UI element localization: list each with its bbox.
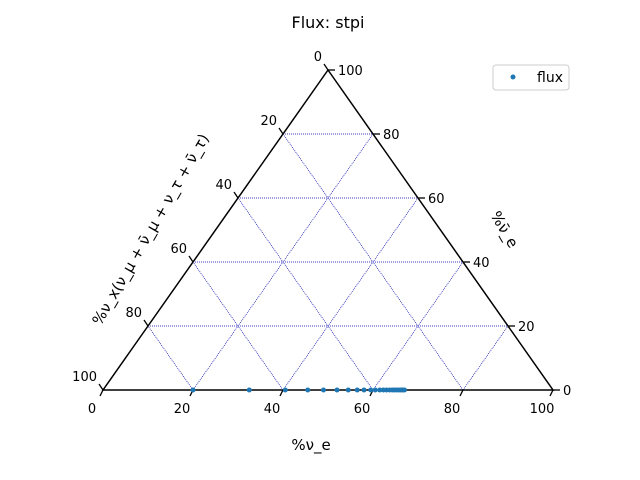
data-point-flux-10 <box>372 387 378 393</box>
right-tick-label-100: 100 <box>338 64 363 79</box>
grid-line-nu-x-40 <box>237 197 374 391</box>
grid-line-nu-e-40 <box>282 197 419 391</box>
right-tick-label-80: 80 <box>383 128 400 143</box>
left-tick-mark-80 <box>143 319 149 327</box>
bottom-tick-label-100: 100 <box>530 402 555 417</box>
data-points <box>190 387 407 393</box>
triangle-edges <box>101 68 555 391</box>
grid-line-nu-x-80 <box>147 325 194 391</box>
left-tick-label-60: 60 <box>170 242 187 257</box>
data-point-flux-9 <box>368 387 374 393</box>
data-point-flux-11 <box>377 387 383 393</box>
data-point-flux-4 <box>321 387 326 393</box>
right-tick-label-0: 0 <box>563 384 571 399</box>
bottom-tick-label-40: 40 <box>264 402 281 417</box>
bottom-tick-label-60: 60 <box>354 402 371 417</box>
right-axis-label: %ν̄_e <box>486 208 522 252</box>
left-tick-mark-0 <box>323 63 329 71</box>
grid-line-nu-e-60 <box>372 261 464 391</box>
bottom-tick-label-20: 20 <box>174 402 191 417</box>
right-tick-label-20: 20 <box>518 320 535 335</box>
left-axis-label: %ν_x(ν_μ + ν̄_μ + ν_τ + ν̄_τ) <box>88 131 213 329</box>
grid-line-nu-x-60 <box>192 261 284 391</box>
data-point-flux-1 <box>246 387 252 393</box>
left-tick-mark-100 <box>98 383 104 391</box>
left-tick-mark-40 <box>233 191 239 199</box>
bottom-tick-mark-100 <box>549 389 554 397</box>
bottom-tick-mark-40 <box>279 389 284 397</box>
left-tick-label-0: 0 <box>314 50 322 65</box>
legend-marker <box>510 74 516 80</box>
bottom-tick-mark-80 <box>459 389 464 397</box>
grid-lines <box>147 133 509 391</box>
left-tick-label-40: 40 <box>215 178 232 193</box>
data-point-flux-0 <box>190 387 196 393</box>
bottom-tick-mark-0 <box>99 389 104 397</box>
bottom-axis-label: %ν_e <box>291 436 330 455</box>
left-tick-label-100: 100 <box>72 370 97 385</box>
right-tick-label-60: 60 <box>428 192 445 207</box>
left-tick-mark-60 <box>188 255 194 263</box>
legend-box <box>492 64 570 91</box>
data-point-flux-8 <box>361 387 367 393</box>
legend: flux <box>492 64 570 91</box>
data-point-flux-3 <box>305 387 311 393</box>
axis-ticks: 0 20 40 60 80 100 0 20 40 60 80 100 0 20 40 60 80 100 <box>72 50 571 417</box>
left-tick-mark-20 <box>278 127 284 135</box>
grid-line-nu-e-80 <box>462 325 509 391</box>
left-tick-label-20: 20 <box>260 114 277 129</box>
data-point-flux-21 <box>402 387 407 393</box>
data-point-flux-7 <box>354 387 360 393</box>
triangle-outline <box>101 68 555 391</box>
bottom-tick-label-80: 80 <box>444 402 461 417</box>
left-tick-label-80: 80 <box>125 306 142 321</box>
bottom-tick-label-0: 0 <box>88 402 96 417</box>
data-point-flux-2 <box>282 387 288 393</box>
data-point-flux-5 <box>334 387 340 393</box>
legend-label-flux: flux <box>537 70 563 86</box>
chart-title: Flux: stpi <box>292 13 365 32</box>
data-point-flux-6 <box>345 387 351 393</box>
right-tick-label-40: 40 <box>473 256 490 271</box>
